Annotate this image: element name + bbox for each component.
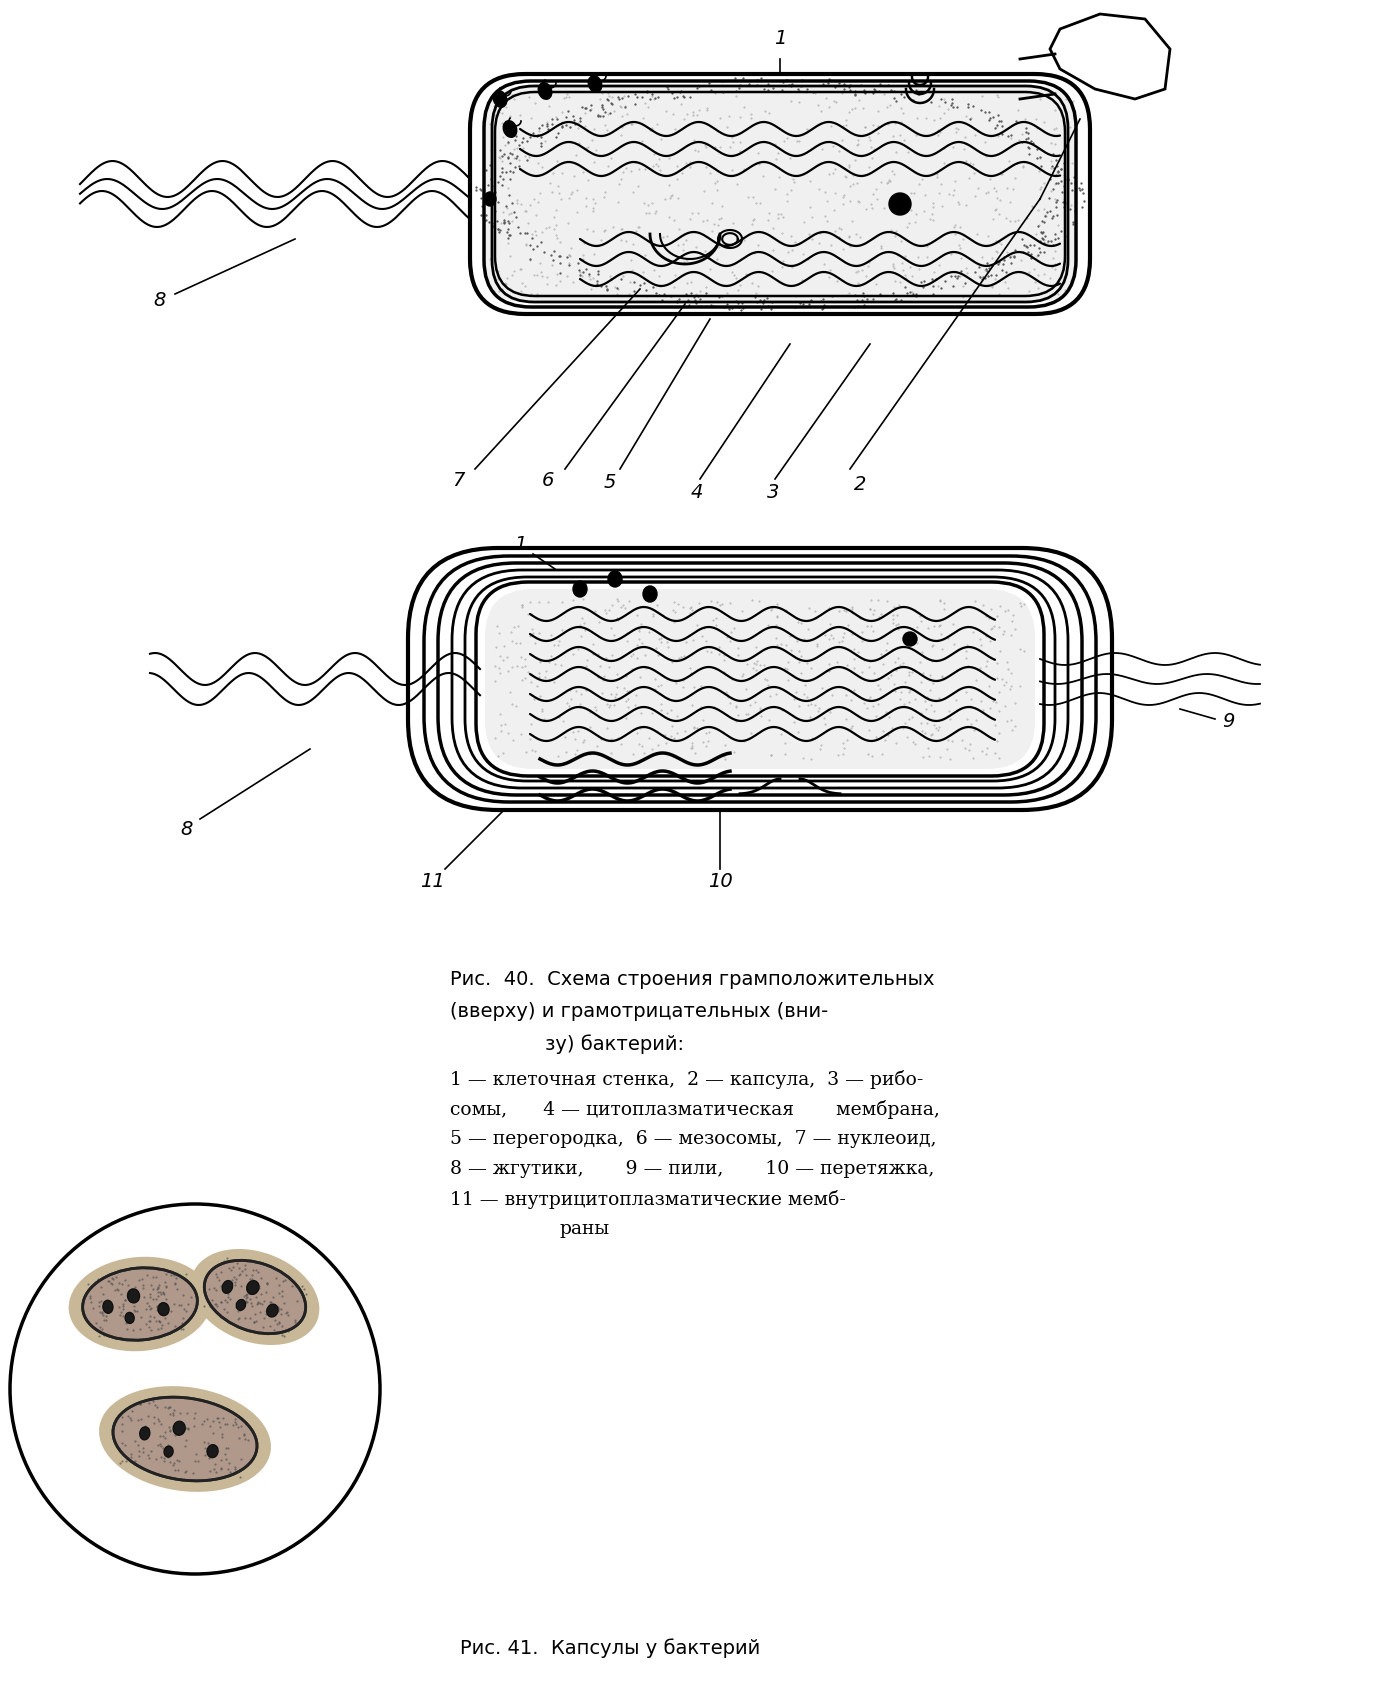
- Text: 1: 1: [774, 29, 787, 49]
- Ellipse shape: [207, 1445, 218, 1458]
- Text: 11: 11: [420, 871, 445, 891]
- FancyBboxPatch shape: [482, 87, 1078, 303]
- Ellipse shape: [888, 193, 912, 215]
- Ellipse shape: [504, 121, 516, 138]
- Ellipse shape: [99, 1386, 270, 1492]
- Ellipse shape: [247, 1282, 259, 1295]
- Ellipse shape: [163, 1447, 173, 1457]
- Text: (вверху) и грамотрицательных (вни-: (вверху) и грамотрицательных (вни-: [450, 1001, 828, 1021]
- Text: Рис.  40.  Схема строения грамположительных: Рис. 40. Схема строения грамположительны…: [450, 969, 935, 989]
- Text: 3: 3: [766, 483, 780, 503]
- Ellipse shape: [113, 1398, 257, 1480]
- Ellipse shape: [222, 1280, 232, 1293]
- Circle shape: [10, 1204, 380, 1574]
- Text: 1 — клеточная стенка,  2 — капсула,  3 — рибо-: 1 — клеточная стенка, 2 — капсула, 3 — р…: [450, 1070, 924, 1088]
- Ellipse shape: [140, 1426, 150, 1440]
- Text: Рис. 41.  Капсулы у бактерий: Рис. 41. Капсулы у бактерий: [460, 1637, 761, 1657]
- Text: 11 — внутрицитоплазматические мемб-: 11 — внутрицитоплазматические мемб-: [450, 1189, 846, 1208]
- Text: 10: 10: [707, 871, 732, 891]
- Ellipse shape: [485, 193, 496, 207]
- Ellipse shape: [493, 91, 507, 108]
- Ellipse shape: [573, 582, 588, 597]
- Text: 8: 8: [181, 821, 194, 839]
- Text: сомы,      4 — цитоплазматическая       мембрана,: сомы, 4 — цитоплазматическая мембрана,: [450, 1100, 941, 1119]
- Ellipse shape: [69, 1256, 211, 1351]
- Ellipse shape: [266, 1305, 279, 1317]
- Text: зу) бактерий:: зу) бактерий:: [545, 1033, 684, 1053]
- FancyBboxPatch shape: [485, 590, 1035, 770]
- Ellipse shape: [205, 1260, 306, 1334]
- Ellipse shape: [173, 1421, 185, 1435]
- Text: 8: 8: [154, 291, 166, 309]
- Text: 2: 2: [854, 476, 866, 495]
- Text: раны: раны: [560, 1219, 610, 1238]
- Ellipse shape: [236, 1300, 246, 1310]
- Text: 4: 4: [691, 483, 703, 503]
- Ellipse shape: [608, 572, 622, 587]
- Ellipse shape: [588, 77, 601, 93]
- Ellipse shape: [538, 84, 552, 101]
- Ellipse shape: [128, 1288, 140, 1304]
- Text: 9: 9: [1222, 711, 1234, 732]
- Ellipse shape: [125, 1312, 135, 1324]
- Ellipse shape: [158, 1304, 169, 1315]
- Text: 5: 5: [604, 473, 616, 493]
- Text: 1: 1: [514, 535, 526, 553]
- Text: 5 — перегородка,  6 — мезосомы,  7 — нуклеоид,: 5 — перегородка, 6 — мезосомы, 7 — нукле…: [450, 1129, 936, 1147]
- Text: 6: 6: [542, 471, 555, 489]
- Ellipse shape: [903, 632, 917, 646]
- Ellipse shape: [82, 1268, 198, 1341]
- Ellipse shape: [191, 1250, 320, 1346]
- Ellipse shape: [643, 587, 658, 602]
- Ellipse shape: [103, 1300, 113, 1314]
- Text: 7: 7: [452, 471, 464, 489]
- Text: 8 — жгутики,       9 — пили,       10 — перетяжка,: 8 — жгутики, 9 — пили, 10 — перетяжка,: [450, 1159, 935, 1177]
